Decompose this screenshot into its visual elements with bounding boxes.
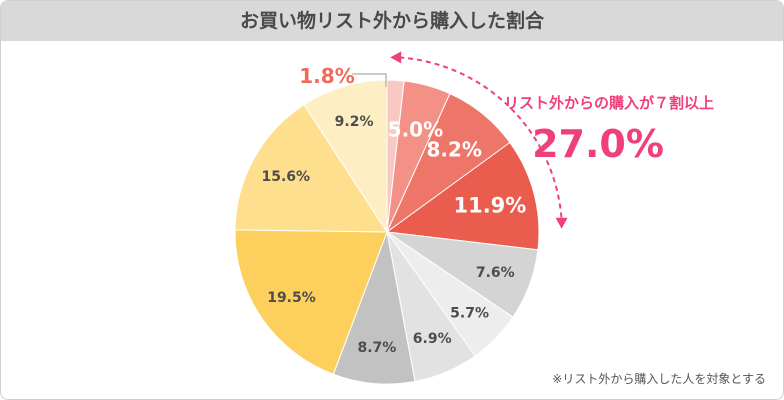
small-slice-leader-line xyxy=(352,73,387,87)
slice-labels: 1.8% 5.0%8.2% 11.9% 7.6% 5.7% 6.9% 8.7% 19.5% 15… xyxy=(262,64,527,356)
slice-label-3: 11.9% xyxy=(453,193,526,217)
slice-label-6: 6.9% xyxy=(413,331,452,347)
slice-label-10: 9.2% xyxy=(335,114,374,130)
pie-slice-8 xyxy=(234,229,388,375)
pie-slices xyxy=(234,79,540,385)
slice-label-7: 8.7% xyxy=(357,340,396,356)
slice-label-4: 7.6% xyxy=(476,265,515,281)
slice-label-8: 19.5% xyxy=(267,290,316,306)
slice-label-1: 5.0% xyxy=(388,118,443,142)
chart-title: お買い物リスト外から購入した割合 xyxy=(1,1,783,41)
annotation-arrowhead-bottom xyxy=(555,217,568,229)
pie-slice-3 xyxy=(385,141,540,251)
slice-label-9: 15.6% xyxy=(262,169,311,185)
footnote: ※リスト外から購入した人を対象とする xyxy=(552,372,766,386)
pie-slice-9 xyxy=(234,103,388,233)
slice-label-5: 5.7% xyxy=(450,306,489,322)
annotation-value: 27.0% xyxy=(532,122,664,166)
slice-label-2: 8.2% xyxy=(426,138,481,162)
annotation-arrowhead-top xyxy=(390,51,402,64)
pie-slice-10 xyxy=(303,79,388,234)
slice-label-0: 1.8% xyxy=(299,64,354,88)
annotation-text: リスト外からの購入が７割以上 xyxy=(504,94,714,112)
pie-slice-7 xyxy=(332,230,416,385)
